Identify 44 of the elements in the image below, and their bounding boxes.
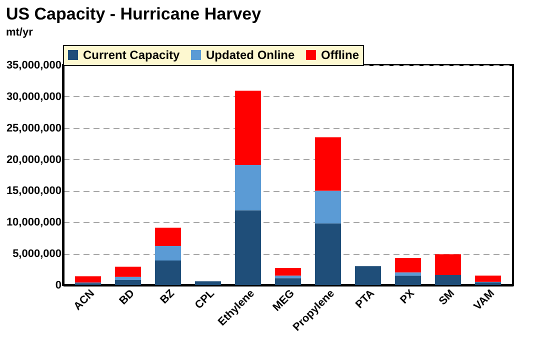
- x-tick-label: BZ: [158, 287, 178, 306]
- y-axis-title: mt/yr: [6, 26, 34, 38]
- bar: [315, 190, 341, 224]
- y-tick-label: 0: [55, 280, 62, 292]
- bar: [75, 276, 101, 282]
- bar: [315, 223, 341, 285]
- bar: [155, 260, 181, 285]
- bar: [195, 281, 221, 285]
- y-tick-label: 5,000,000: [12, 248, 62, 260]
- y-tick-label: 20,000,000: [6, 154, 62, 166]
- legend-label: Current Capacity: [83, 48, 180, 62]
- bar: [315, 137, 341, 191]
- bar: [235, 210, 261, 285]
- legend-label: Offline: [321, 48, 360, 62]
- bar: [475, 282, 501, 285]
- bar: [435, 254, 461, 275]
- x-tick-label: CPL: [192, 287, 218, 312]
- bar: [235, 90, 261, 165]
- legend-label: Updated Online: [206, 48, 295, 62]
- y-tick-label: 30,000,000: [6, 90, 62, 103]
- x-tick-label: SM: [436, 288, 457, 308]
- bar: [475, 276, 501, 282]
- bar: [275, 276, 301, 278]
- bar: [115, 280, 141, 285]
- x-tick-label: PX: [398, 287, 418, 306]
- bar: [235, 164, 261, 210]
- bar: [115, 266, 141, 277]
- bar: [395, 276, 421, 285]
- bar: [355, 266, 381, 285]
- bar: [155, 246, 181, 260]
- x-tick-label: BD: [117, 287, 138, 308]
- y-tick-label: 15,000,000: [6, 185, 62, 198]
- bar: [395, 272, 421, 276]
- bar: [435, 274, 461, 285]
- bar: [275, 268, 301, 276]
- bar: [395, 258, 421, 272]
- y-tick-label: 25,000,000: [6, 122, 62, 134]
- chart-title: US Capacity - Hurricane Harvey: [6, 4, 262, 24]
- x-tick-label: PTA: [354, 287, 378, 311]
- y-tick-label: 35,000,000: [6, 60, 62, 72]
- bar: [115, 276, 141, 280]
- y-tick-label: 10,000,000: [6, 216, 62, 229]
- bar: [275, 278, 301, 285]
- bar: [155, 228, 181, 246]
